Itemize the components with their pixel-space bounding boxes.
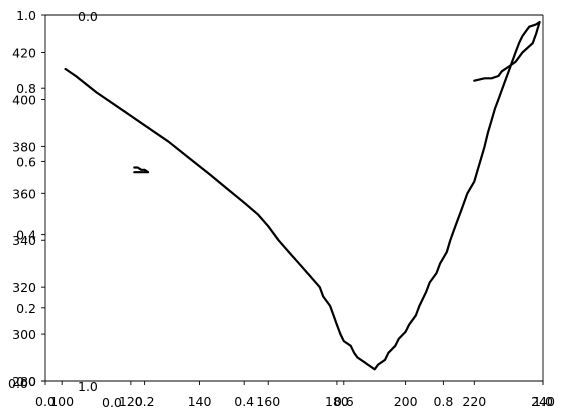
y-tick-label: 420 <box>12 46 36 61</box>
stray-label-one: 1.0 <box>78 379 98 394</box>
x-tick-label: 120 <box>119 394 143 409</box>
overlay-y-tick-label: 0.0 <box>16 374 36 389</box>
y-tick-label: 300 <box>12 327 36 342</box>
overlay-y-tick-label: 0.6 <box>16 154 36 169</box>
y-tick-label: 340 <box>12 233 36 248</box>
stray-label-top: 0.0 <box>78 9 98 24</box>
x-tick-label: 100 <box>50 394 74 409</box>
x-tick-label: 200 <box>394 394 418 409</box>
overlay-x-tick-label: 1.0 <box>533 394 553 409</box>
stray-label-x-extra: 0.0 <box>102 395 122 410</box>
overlay-x-tick-label: 0.0 <box>35 394 55 409</box>
series-line <box>64 20 541 371</box>
stray-labels: 0.0 0.0 1.0 0.0 <box>8 9 122 410</box>
y-tick-label: 380 <box>12 139 36 154</box>
x-tick-label: 240 <box>531 394 555 409</box>
x-tick-label: 160 <box>256 394 280 409</box>
overlay-x-tick-label: 0.8 <box>433 394 453 409</box>
overlay-x-tick-label: 0.4 <box>234 394 254 409</box>
y-tick-label: 320 <box>12 280 36 295</box>
y-tick-label: 360 <box>12 186 36 201</box>
overlay-y-tick-label: 0.4 <box>16 228 36 243</box>
overlay-y-tick-label: 1.0 <box>16 8 36 23</box>
overlay-x-tick-label: 0.6 <box>334 394 354 409</box>
y-tick-label: 280 <box>12 374 36 389</box>
main-axes: 100 120 140 160 180 200 220 240 280 300 320 340 360 3… <box>12 14 555 409</box>
overlay-y-tick-label: 0.2 <box>16 301 36 316</box>
x-tick-label: 180 <box>325 394 349 409</box>
overlay-y-tick-label: 0.8 <box>16 81 36 96</box>
x-tick-label: 140 <box>188 394 212 409</box>
overlay-axes: 0.0 0.2 0.4 0.6 0.8 1.0 0.0 0.2 0.4 0.6 0.8 1.0 <box>16 8 553 409</box>
y-tick-label: 400 <box>12 92 36 107</box>
x-tick-label: 220 <box>462 394 486 409</box>
overlay-x-tick-label: 0.2 <box>135 394 155 409</box>
stray-label-bottom-left: 0.0 <box>8 376 28 391</box>
